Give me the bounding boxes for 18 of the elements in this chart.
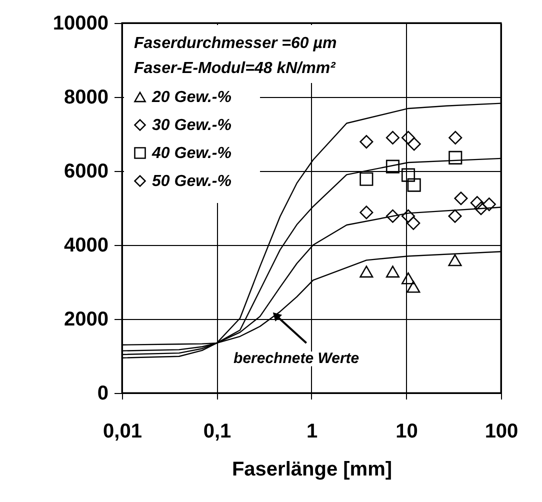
x-axis-title: Faserlänge [mm]	[232, 458, 392, 480]
x-tick-label: 0,01	[103, 420, 142, 442]
y-tick-label: 2000	[64, 308, 108, 330]
x-tick-label: 100	[484, 420, 518, 442]
legend-label: 50 Gew.-%	[152, 173, 232, 190]
legend-label: 30 Gew.-%	[152, 117, 232, 134]
annotation: Faser-E-Modul=48 kN/mm²	[134, 60, 336, 77]
legend-label: 40 Gew.-%	[151, 145, 232, 162]
x-tick-label: 1	[306, 420, 318, 442]
y-tick-label: 8000	[64, 86, 108, 108]
annotation: Faserdurchmesser =60 µm	[134, 35, 337, 52]
x-tick-label: 0,1	[203, 420, 232, 442]
y-tick-label: 4000	[64, 234, 108, 256]
y-tick-label: 0	[97, 382, 108, 404]
y-tick-label: 10000	[52, 12, 108, 34]
legend-label: 20 Gew.-%	[151, 89, 232, 106]
y-tick-label: 6000	[64, 160, 108, 182]
x-tick-label: 10	[396, 420, 418, 442]
